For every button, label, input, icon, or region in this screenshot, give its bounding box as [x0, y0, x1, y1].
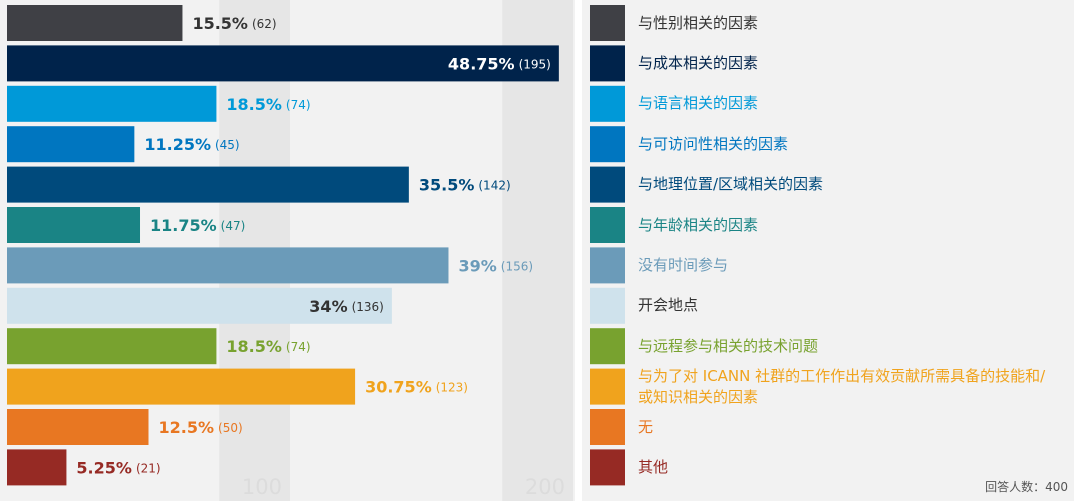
value-label: 48.75% (195) [448, 54, 551, 73]
value-count: (62) [252, 17, 277, 31]
bar [7, 328, 217, 365]
value-label: 5.25% (21) [76, 458, 160, 477]
value-label: 34% (136) [309, 296, 384, 315]
legend-label: 与性别相关的因素 [638, 13, 759, 32]
value-count: (50) [218, 421, 243, 435]
value-percent: 11.25% [144, 135, 211, 154]
value-percent: 39% [458, 256, 496, 275]
value-percent: 18.5% [226, 94, 282, 113]
legend-swatch [590, 409, 625, 445]
value-count: (195) [519, 57, 551, 71]
legend-label: 与年龄相关的因素 [638, 215, 759, 234]
value-label: 12.5% (50) [159, 418, 243, 437]
bar [7, 5, 183, 41]
legend-label: 与语言相关的因素 [638, 94, 759, 113]
value-count: (123) [436, 380, 468, 394]
bar [7, 85, 217, 122]
legend-label: 没有时间参与 [638, 255, 729, 274]
value-label: 15.5% (62) [192, 14, 276, 33]
legend-label: 其他 [638, 457, 669, 476]
legend-swatch [590, 126, 625, 163]
footnote: 回答人数：400 [985, 480, 1068, 494]
bar [7, 126, 135, 163]
grid-band [502, 0, 573, 501]
legend-bg [582, 0, 1074, 501]
value-count: (45) [215, 138, 240, 152]
value-label: 18.5% (74) [226, 337, 310, 356]
bar [7, 368, 356, 405]
bar [7, 247, 449, 284]
x-tick-label: 100 [242, 475, 282, 499]
legend-swatch [590, 368, 625, 405]
value-percent: 35.5% [419, 175, 475, 194]
legend-swatch [590, 85, 625, 122]
value-count: (142) [478, 178, 510, 192]
legend-label: 无 [638, 417, 654, 436]
legend-label: 与地理位置/区域相关的因素 [638, 175, 824, 194]
value-label: 39% (156) [458, 256, 533, 275]
legend-label: 与为了对 ICANN 社群的工作作出有效贡献所需具备的技能和/或知识相关的因素 [638, 366, 1046, 406]
legend-swatch [590, 287, 625, 324]
value-percent: 12.5% [159, 418, 215, 437]
value-percent: 15.5% [192, 14, 248, 33]
value-percent: 11.75% [150, 216, 217, 235]
legend-swatch [590, 247, 625, 284]
bar [7, 409, 149, 445]
bar [7, 166, 409, 203]
value-percent: 5.25% [76, 458, 132, 477]
legend-swatch [590, 328, 625, 365]
value-label: 18.5% (74) [226, 94, 310, 113]
value-label: 11.75% (47) [150, 216, 245, 235]
value-label: 11.25% (45) [144, 135, 239, 154]
value-label: 35.5% (142) [419, 175, 511, 194]
legend-swatch [590, 45, 625, 82]
legend-swatch [590, 5, 625, 41]
bar [7, 449, 67, 486]
value-percent: 30.75% [365, 377, 432, 396]
legend-label: 与远程参与相关的技术问题 [638, 336, 819, 355]
value-percent: 48.75% [448, 54, 515, 73]
bar [7, 287, 392, 324]
bar [7, 207, 141, 243]
value-count: (156) [501, 259, 533, 273]
value-count: (74) [286, 97, 311, 111]
legend-swatch [590, 166, 625, 203]
legend-label: 与成本相关的因素 [638, 53, 759, 72]
legend-swatch [590, 449, 625, 486]
value-label: 30.75% (123) [365, 377, 468, 396]
value-count: (47) [221, 219, 246, 233]
x-tick-label: 200 [525, 475, 565, 499]
bar [7, 45, 559, 82]
value-percent: 34% [309, 296, 347, 315]
legend-label: 与可访问性相关的因素 [638, 134, 789, 153]
value-percent: 18.5% [226, 337, 282, 356]
legend-label: 开会地点 [638, 296, 699, 315]
value-count: (21) [136, 461, 161, 475]
legend-swatch [590, 207, 625, 243]
value-count: (74) [286, 340, 311, 354]
value-count: (136) [352, 299, 384, 313]
